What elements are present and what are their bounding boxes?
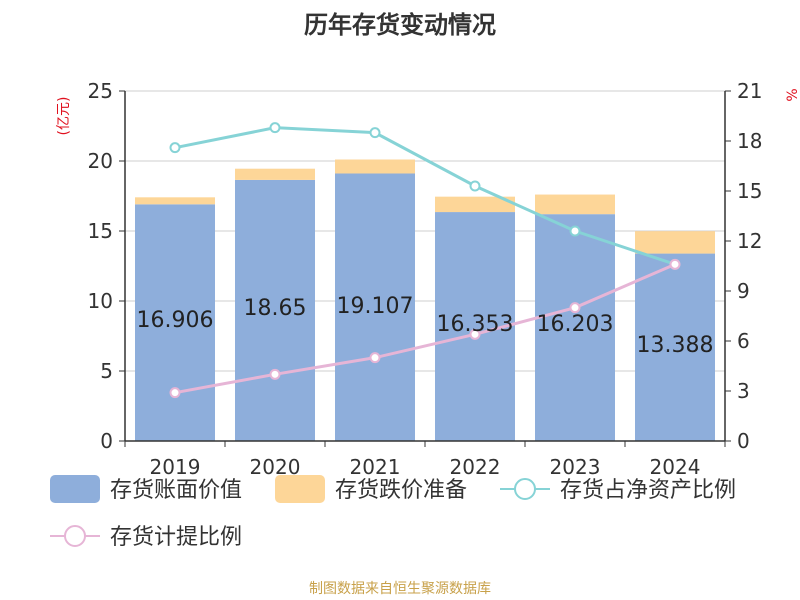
bar-impairment xyxy=(335,159,415,174)
bar-impairment xyxy=(635,231,715,254)
point-net-asset-ratio xyxy=(469,180,481,192)
legend-net-asset-ratio-label: 存货占净资产比例 xyxy=(560,478,736,503)
y-right-tick-label: 6 xyxy=(737,329,750,353)
bar-impairment xyxy=(535,194,615,215)
legend-impairment-swatch xyxy=(275,475,325,503)
bar-book-value xyxy=(335,173,415,441)
x-tick-label: 2021 xyxy=(350,455,401,479)
point-provision-ratio xyxy=(369,352,381,364)
legend-book-value-swatch xyxy=(50,475,100,503)
y-left-axis-label: (亿元) xyxy=(56,97,72,136)
bar-data-label: 16.203 xyxy=(537,312,614,337)
y-right-tick-label: 0 xyxy=(737,429,750,453)
point-provision-ratio xyxy=(469,328,481,340)
legend-impairment-label: 存货跌价准备 xyxy=(335,478,467,503)
bar-impairment xyxy=(435,196,515,213)
line-net-asset-ratio xyxy=(174,126,676,266)
bar-data-label: 13.388 xyxy=(637,333,714,358)
point-provision-ratio xyxy=(269,368,281,380)
chart-title: 历年存货变动情况 xyxy=(304,11,496,39)
y-left-tick-label: 5 xyxy=(100,359,113,383)
x-tick-label: 2022 xyxy=(450,455,501,479)
bar-impairment xyxy=(135,197,215,205)
x-tick-label: 2019 xyxy=(150,455,201,479)
legend-provision-ratio-marker xyxy=(64,525,86,547)
point-provision-ratio xyxy=(169,387,181,399)
y-right-tick-label: 9 xyxy=(737,279,750,303)
bar-data-label: 18.65 xyxy=(244,296,307,321)
y-right-tick-label: 12 xyxy=(737,229,762,253)
y-right-tick-label: 3 xyxy=(737,379,750,403)
y-left-tick-label: 0 xyxy=(100,429,113,453)
point-net-asset-ratio xyxy=(569,225,581,237)
point-net-asset-ratio xyxy=(269,122,281,134)
y-left-tick-label: 10 xyxy=(88,289,113,313)
point-provision-ratio xyxy=(669,258,681,270)
legend-net-asset-ratio-marker xyxy=(514,478,536,500)
bar-book-value xyxy=(635,253,715,441)
legend-book-value-label: 存货账面价值 xyxy=(110,478,242,503)
y-right-axis-label: % xyxy=(785,88,800,101)
bar-impairment xyxy=(235,168,315,180)
bar-book-value xyxy=(235,179,315,441)
point-net-asset-ratio xyxy=(169,142,181,154)
bar-book-value xyxy=(535,214,615,441)
y-left-tick-label: 15 xyxy=(88,219,113,243)
x-tick-label: 2023 xyxy=(550,455,601,479)
y-right-tick-label: 15 xyxy=(737,179,762,203)
x-tick-label: 2024 xyxy=(650,455,701,479)
bar-book-value xyxy=(135,204,215,441)
legend-provision-ratio-label: 存货计提比例 xyxy=(110,525,242,550)
y-left-tick-label: 20 xyxy=(88,149,113,173)
point-net-asset-ratio xyxy=(369,127,381,139)
bar-data-label: 16.353 xyxy=(437,312,514,337)
data-source: 制图数据来自恒生聚源数据库 xyxy=(309,581,491,597)
y-right-tick-label: 18 xyxy=(737,129,762,153)
y-right-tick-label: 21 xyxy=(737,79,762,103)
y-left-tick-label: 25 xyxy=(88,79,113,103)
bar-data-label: 19.107 xyxy=(337,294,414,319)
line-provision-ratio xyxy=(174,262,676,395)
point-provision-ratio xyxy=(569,302,581,314)
bar-data-label: 16.906 xyxy=(137,308,214,333)
